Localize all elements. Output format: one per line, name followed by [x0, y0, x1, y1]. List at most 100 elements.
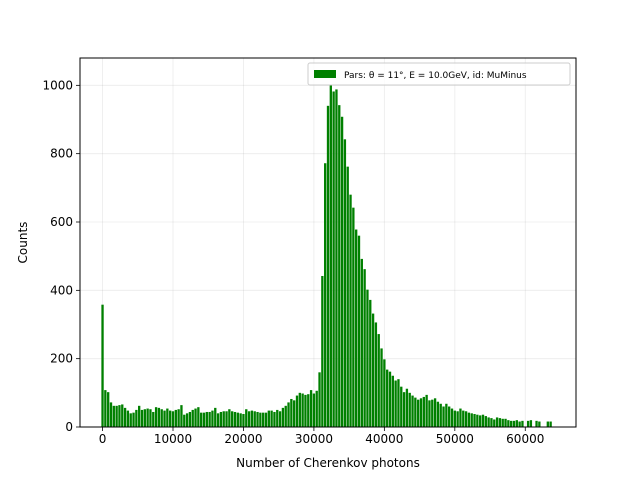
- histogram-bar: [157, 407, 161, 427]
- y-tick-label: 200: [50, 352, 73, 366]
- histogram-bar: [233, 411, 237, 427]
- histogram-bar: [242, 414, 245, 427]
- histogram-bar: [383, 359, 386, 427]
- histogram-bar: [236, 412, 239, 427]
- y-tick-label: 600: [50, 215, 73, 229]
- histogram-bar: [515, 420, 518, 427]
- histogram-bar: [180, 405, 183, 427]
- histogram-bar: [422, 396, 425, 427]
- histogram-bar: [546, 421, 549, 427]
- histogram-bar: [205, 411, 208, 427]
- histogram-bar: [143, 409, 146, 427]
- histogram-bar: [216, 413, 220, 427]
- histogram-bar: [149, 409, 152, 427]
- histogram-bar: [414, 397, 417, 427]
- histogram-bar: [214, 407, 217, 427]
- histogram-bar: [473, 414, 476, 427]
- histogram-bar: [321, 275, 324, 427]
- histogram-bar: [507, 420, 510, 427]
- histogram-bar: [211, 410, 214, 427]
- histogram-bar: [123, 407, 127, 427]
- y-tick-label: 0: [65, 420, 73, 434]
- histogram-bar: [231, 411, 234, 427]
- histogram-bar: [448, 406, 451, 427]
- x-axis: 0 10000 20000 30000 40000 50000 60000: [99, 427, 544, 446]
- histogram-bar: [388, 371, 392, 427]
- histogram-bar: [377, 334, 380, 427]
- histogram-bar: [301, 393, 304, 427]
- histogram-bar: [442, 406, 445, 427]
- histogram-bar: [318, 372, 321, 427]
- histogram-bar: [490, 418, 493, 427]
- histogram-bar: [445, 403, 448, 427]
- legend-swatch: [314, 70, 336, 78]
- histogram-bar: [278, 411, 282, 427]
- histogram-bar: [135, 409, 138, 427]
- plot-frame: [79, 57, 577, 428]
- histogram-bar: [374, 322, 378, 427]
- histogram-bar: [307, 394, 310, 427]
- histogram-bar: [197, 407, 200, 427]
- histogram-bar: [462, 410, 465, 427]
- legend-box: [307, 62, 571, 86]
- histogram-bar: [160, 409, 163, 427]
- histogram-bar: [431, 399, 434, 427]
- histogram-bar: [200, 412, 203, 427]
- histogram-bar: [408, 392, 411, 427]
- histogram-bar: [464, 411, 468, 427]
- histogram-bar: [487, 417, 490, 427]
- histogram-bar: [171, 411, 175, 427]
- histogram-bar: [107, 392, 110, 427]
- histogram-bar: [194, 408, 197, 427]
- histogram-bar: [326, 105, 330, 427]
- histogram-bar: [104, 390, 107, 427]
- histogram-bar: [450, 408, 454, 427]
- histogram-bar: [484, 416, 487, 427]
- histogram-bar: [225, 411, 228, 427]
- histogram-bar: [453, 410, 456, 427]
- histogram-bar: [273, 411, 276, 427]
- histogram-bar: [247, 411, 251, 427]
- histogram-bar: [163, 410, 166, 427]
- histogram-bar: [177, 409, 180, 427]
- histogram-bar: [118, 405, 121, 427]
- x-tick-label: 30000: [295, 432, 333, 446]
- histogram-bar: [391, 375, 394, 427]
- histogram-bar: [253, 411, 256, 427]
- y-tick-label: 800: [50, 147, 73, 161]
- histogram-bar: [417, 399, 420, 427]
- histogram-bar: [129, 413, 132, 427]
- histogram-bar: [264, 412, 268, 427]
- histogram-bar: [126, 410, 130, 427]
- y-axis: 0 200 400 600 800 1000: [42, 78, 80, 434]
- histogram-bar: [121, 404, 124, 427]
- histogram-bar: [109, 402, 113, 427]
- histogram-bar: [132, 412, 135, 427]
- histogram-bar: [349, 194, 352, 427]
- histogram-bar: [290, 398, 293, 427]
- histogram-bar: [402, 392, 406, 427]
- histogram-bar: [309, 390, 313, 427]
- histogram-bar: [346, 166, 349, 427]
- histogram-bar: [394, 380, 397, 427]
- x-tick-label: 10000: [154, 432, 192, 446]
- histogram-bar: [518, 421, 521, 427]
- histogram-bar: [245, 409, 248, 427]
- histogram-bar: [101, 304, 104, 427]
- histogram-bar: [400, 386, 403, 427]
- histogram-bar: [115, 405, 118, 427]
- histogram-bar: [501, 418, 504, 427]
- x-axis-label: Number of Cherenkov photons: [236, 456, 420, 470]
- histogram-bar: [259, 412, 262, 427]
- histogram-bar: [352, 207, 355, 427]
- histogram-bar: [425, 394, 428, 427]
- histogram-bar: [208, 411, 211, 427]
- histogram-bar: [411, 395, 414, 427]
- histogram-bar: [493, 419, 496, 427]
- histogram-bar: [481, 414, 485, 427]
- histogram-bar: [510, 420, 513, 427]
- bars: [101, 85, 552, 428]
- histogram-bar: [419, 398, 423, 427]
- histogram-bar: [467, 412, 471, 427]
- histogram-bar: [495, 417, 499, 427]
